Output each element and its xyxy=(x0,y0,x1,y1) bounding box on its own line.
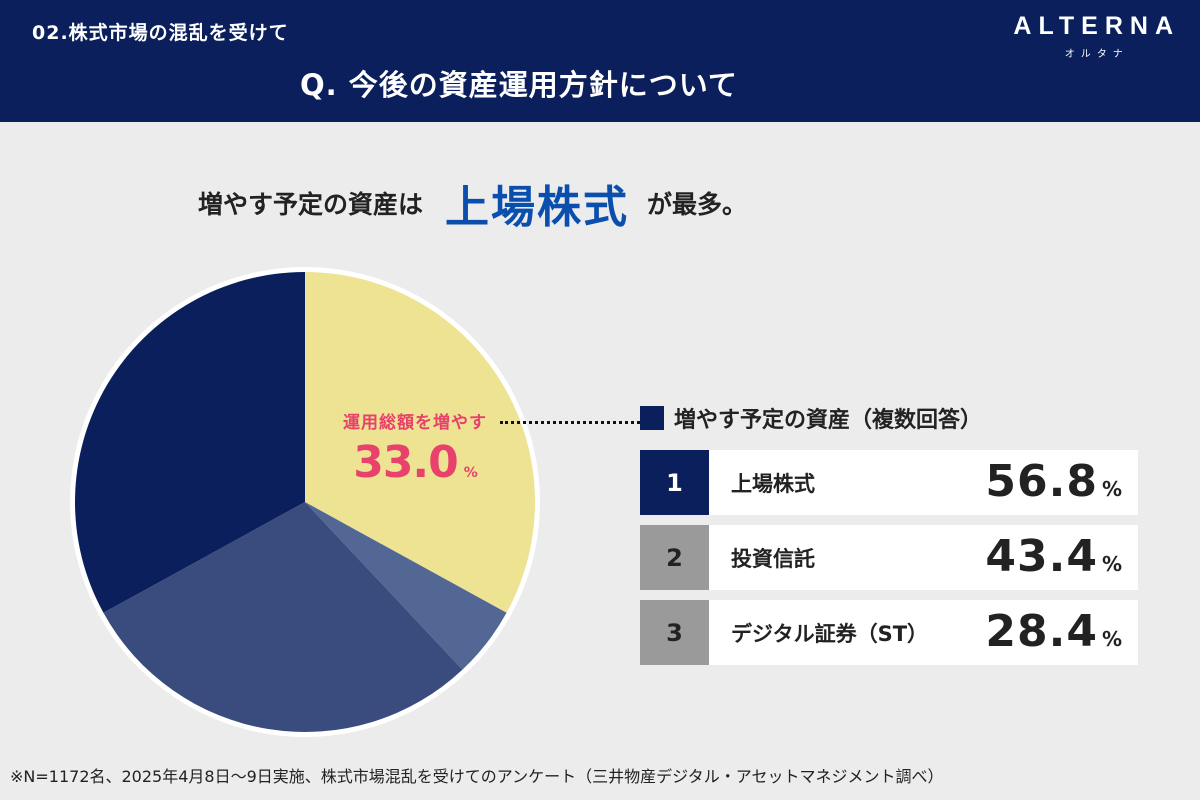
leader-line xyxy=(500,421,640,424)
logo-brand: ALTERNA xyxy=(1013,12,1180,40)
pie-chart-svg xyxy=(70,267,540,737)
section-title: 02.株式市場の混乱を受けて xyxy=(32,22,289,44)
pie-label-value: 33.0% xyxy=(320,437,510,488)
rank-number: 3 xyxy=(640,600,709,665)
question-title: Q. 今後の資産運用方針について xyxy=(300,68,738,102)
rank-value-number: 28.4 xyxy=(985,606,1098,657)
rank-value: 43.4% xyxy=(985,525,1138,590)
rank-number: 1 xyxy=(640,450,709,515)
rank-value: 28.4% xyxy=(985,600,1138,665)
rank-value-unit: % xyxy=(1101,477,1122,501)
rank-value-number: 43.4 xyxy=(985,531,1098,582)
footnote: ※N=1172名、2025年4月8日〜9日実施、株式市場混乱を受けてのアンケート… xyxy=(10,767,944,786)
rank-number: 2 xyxy=(640,525,709,590)
rank-asset-name: 投資信託 xyxy=(731,546,815,571)
alterna-logo: ALTERNA オルタナ xyxy=(1013,12,1180,60)
pie-value-unit: % xyxy=(463,465,478,481)
pie-slice xyxy=(103,502,463,732)
pie-slice xyxy=(305,502,507,670)
headline: 増やす予定の資産は 上場株式 が最多。 xyxy=(198,168,747,238)
pie-chart xyxy=(67,264,543,740)
pie-value-number: 33.0 xyxy=(353,437,459,488)
pie-slice xyxy=(305,272,535,613)
headline-pre: 増やす予定の資産は xyxy=(198,190,424,219)
ranking-list: 1 上場株式 56.8% 2 投資信託 43.4% 3 デジタル証券（ST） 2… xyxy=(640,450,1138,675)
legend-title: 増やす予定の資産（複数回答） xyxy=(640,402,982,434)
rank-asset-name: 上場株式 xyxy=(731,471,815,496)
logo-kana: オルタナ xyxy=(1064,49,1129,60)
pie-label-caption: 運用総額を増やす xyxy=(343,413,487,433)
pie-slice xyxy=(75,272,306,613)
ranking-row: 3 デジタル証券（ST） 28.4% xyxy=(640,600,1138,665)
pie-slice-label: 運用総額を増やす 33.0% xyxy=(320,408,510,488)
rank-value-unit: % xyxy=(1101,627,1122,651)
legend-square-icon xyxy=(640,406,664,430)
ranking-row: 1 上場株式 56.8% xyxy=(640,450,1138,515)
rank-asset-name: デジタル証券（ST） xyxy=(731,621,929,646)
headline-highlight: 上場株式 xyxy=(445,182,630,233)
rank-value: 56.8% xyxy=(985,450,1138,515)
legend-title-text: 増やす予定の資産（複数回答） xyxy=(674,408,983,433)
rank-value-number: 56.8 xyxy=(985,456,1098,507)
ranking-row: 2 投資信託 43.4% xyxy=(640,525,1138,590)
headline-post: が最多。 xyxy=(647,190,748,219)
header-banner: 02.株式市場の混乱を受けて Q. 今後の資産運用方針について ALTERNA … xyxy=(0,0,1200,122)
rank-value-unit: % xyxy=(1101,552,1122,576)
